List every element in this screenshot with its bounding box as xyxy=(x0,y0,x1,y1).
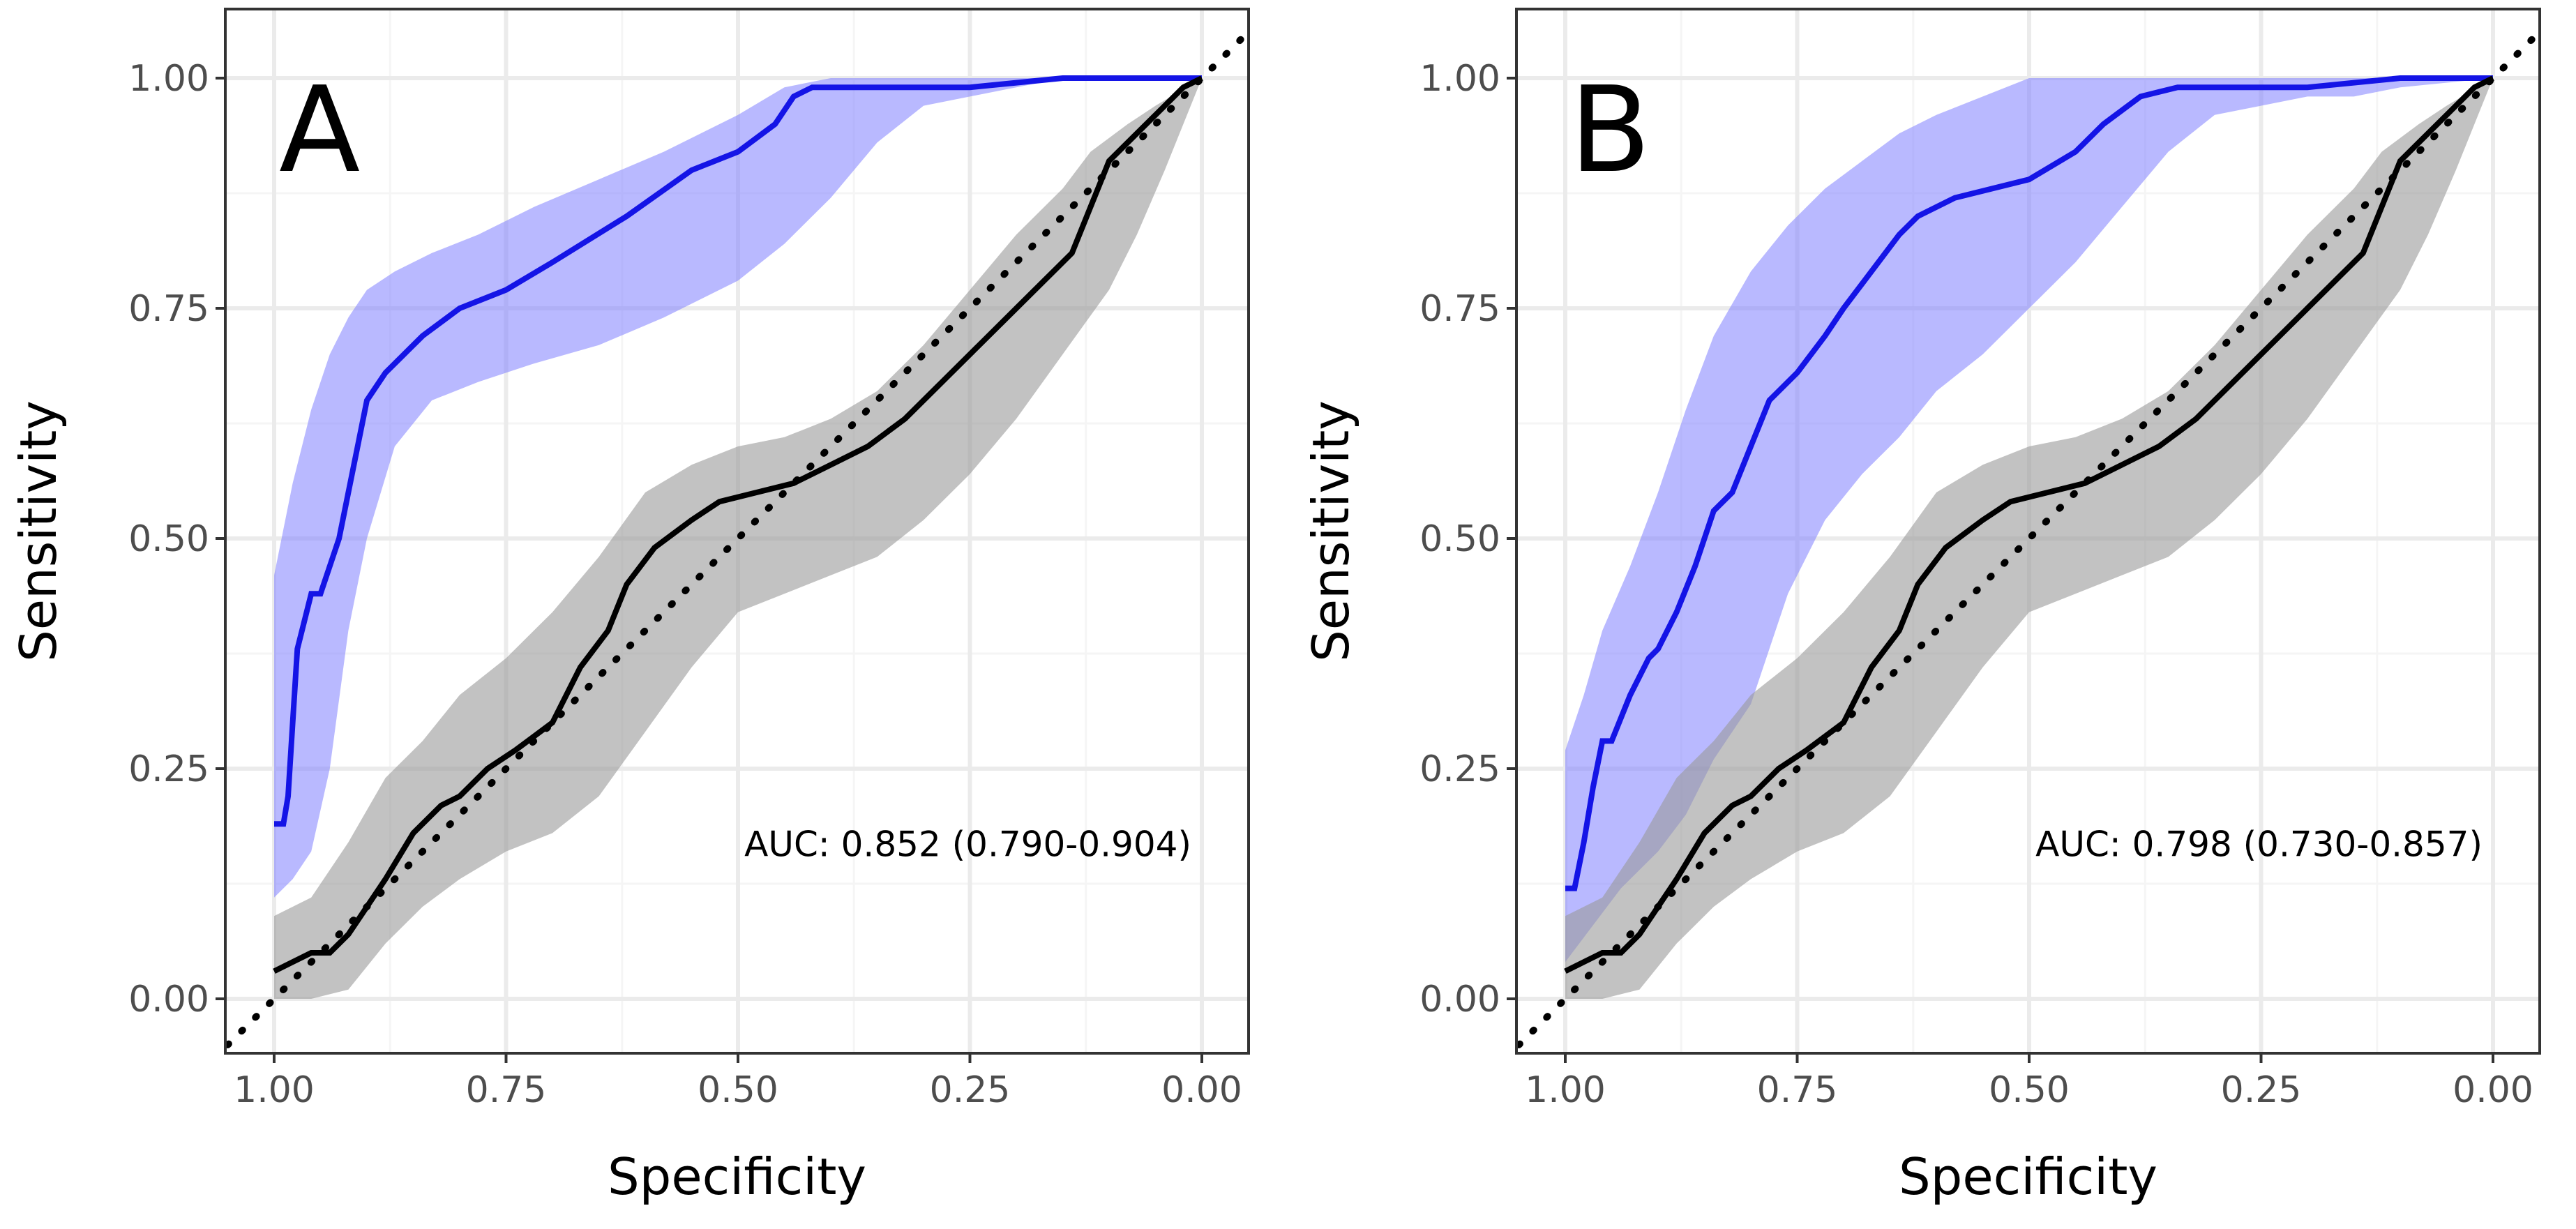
y-tick-label: 0.25 xyxy=(128,748,209,790)
y-tick-label: 0.50 xyxy=(1419,518,1500,560)
x-tick-label: 0.00 xyxy=(2453,1069,2533,1111)
x-tick-label: 0.75 xyxy=(1757,1069,1838,1111)
reference-roc-line xyxy=(1564,75,2494,974)
y-tick-label: 0.00 xyxy=(1419,979,1500,1020)
auc-annotation: AUC: 0.798 (0.730-0.857) xyxy=(2035,824,2483,864)
x-tick-label: 1.00 xyxy=(1525,1069,1606,1111)
model-roc-line xyxy=(274,75,1202,827)
x-tick-label: 1.00 xyxy=(234,1069,315,1111)
x-axis-title: Specificity xyxy=(608,1147,866,1206)
y-tick-label: 0.75 xyxy=(128,288,209,330)
panel-label: B xyxy=(1569,61,1651,199)
x-tick-label: 0.00 xyxy=(1161,1069,1242,1111)
y-tick-label: 0.75 xyxy=(1419,288,1500,330)
y-axis-title: Sensitivity xyxy=(9,400,68,662)
reference-roc-line xyxy=(273,75,1203,974)
y-tick-label: 0.50 xyxy=(128,518,209,560)
y-tick-label: 0.00 xyxy=(128,979,209,1020)
y-tick-label: 1.00 xyxy=(1419,58,1500,100)
model-roc-line xyxy=(1565,75,2493,891)
auc-annotation: AUC: 0.852 (0.790-0.904) xyxy=(744,824,1191,864)
x-tick-label: 0.75 xyxy=(466,1069,547,1111)
y-tick-label: 0.25 xyxy=(1419,748,1500,790)
panel-label: A xyxy=(279,61,360,199)
y-axis-title: Sensitivity xyxy=(1302,400,1360,662)
y-tick-label: 1.00 xyxy=(128,58,209,100)
model-ci-band xyxy=(1565,78,2493,963)
panel-b: 1.00 0.75 0.50 0.25 0.00 0.00 0.25 0.50 0.75 1.00… xyxy=(1302,8,2543,1206)
x-tick-label: 0.25 xyxy=(930,1069,1011,1111)
x-tick-label: 0.50 xyxy=(698,1069,778,1111)
x-tick-label: 0.25 xyxy=(2221,1069,2302,1111)
model-ci-band xyxy=(274,78,1202,898)
x-tick-label: 0.50 xyxy=(1989,1069,2070,1111)
panel-a: 1.00 0.75 0.50 0.25 0.00 0.00 0.25 0.50 0.75 1.00… xyxy=(9,8,1252,1206)
x-axis-title: Specificity xyxy=(1899,1147,2157,1206)
